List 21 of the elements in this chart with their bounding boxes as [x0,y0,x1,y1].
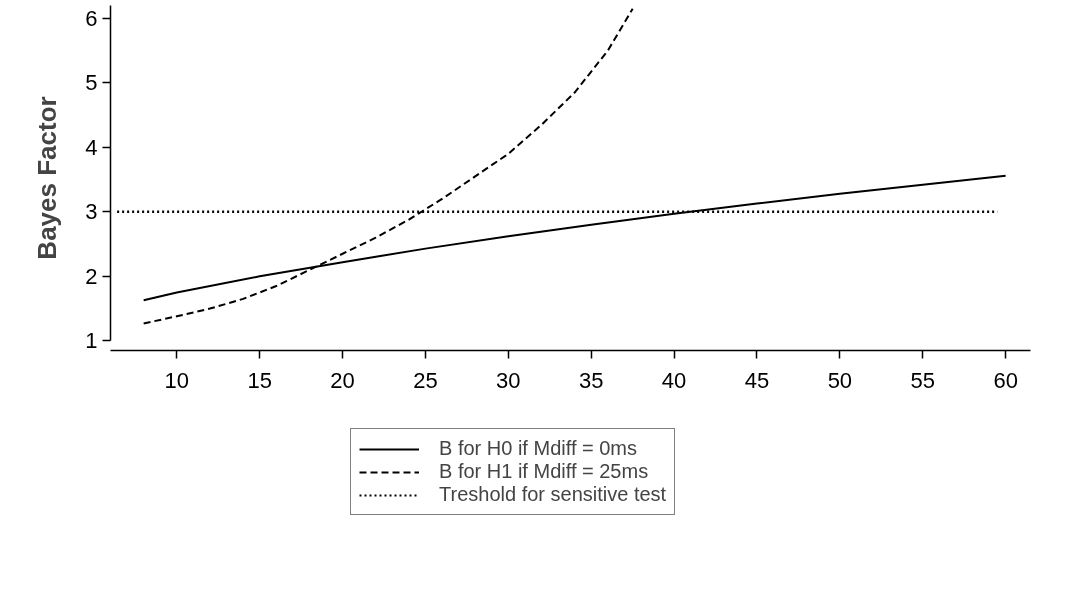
y-tick-label: 3 [85,199,98,225]
x-tick-label: 30 [496,367,521,393]
x-tick-label: 15 [247,367,272,393]
x-tick-label: 60 [993,367,1018,393]
x-tick-label: 25 [413,367,438,393]
y-tick-label: 5 [85,70,98,96]
x-tick-label: 55 [910,367,935,393]
y-axis-title: Bayes Factor [32,96,63,260]
x-tick-label: 35 [578,367,604,393]
x-tick-label: 45 [744,367,770,393]
legend-label: B for H1 if Mdiff = 25ms [439,460,649,483]
y-tick-label: 2 [85,263,98,289]
legend-label: Treshold for sensitive test [439,483,667,506]
x-tick-label: 40 [661,367,687,393]
x-tick-label: 20 [330,367,355,393]
y-tick-label: 4 [85,134,98,160]
y-tick-label: 6 [85,5,98,31]
x-tick-label: 50 [827,367,853,393]
x-tick-label: 10 [164,367,190,393]
y-tick-label: 1 [85,328,98,354]
legend-label: B for H0 if Mdiff = 0ms [439,437,638,460]
